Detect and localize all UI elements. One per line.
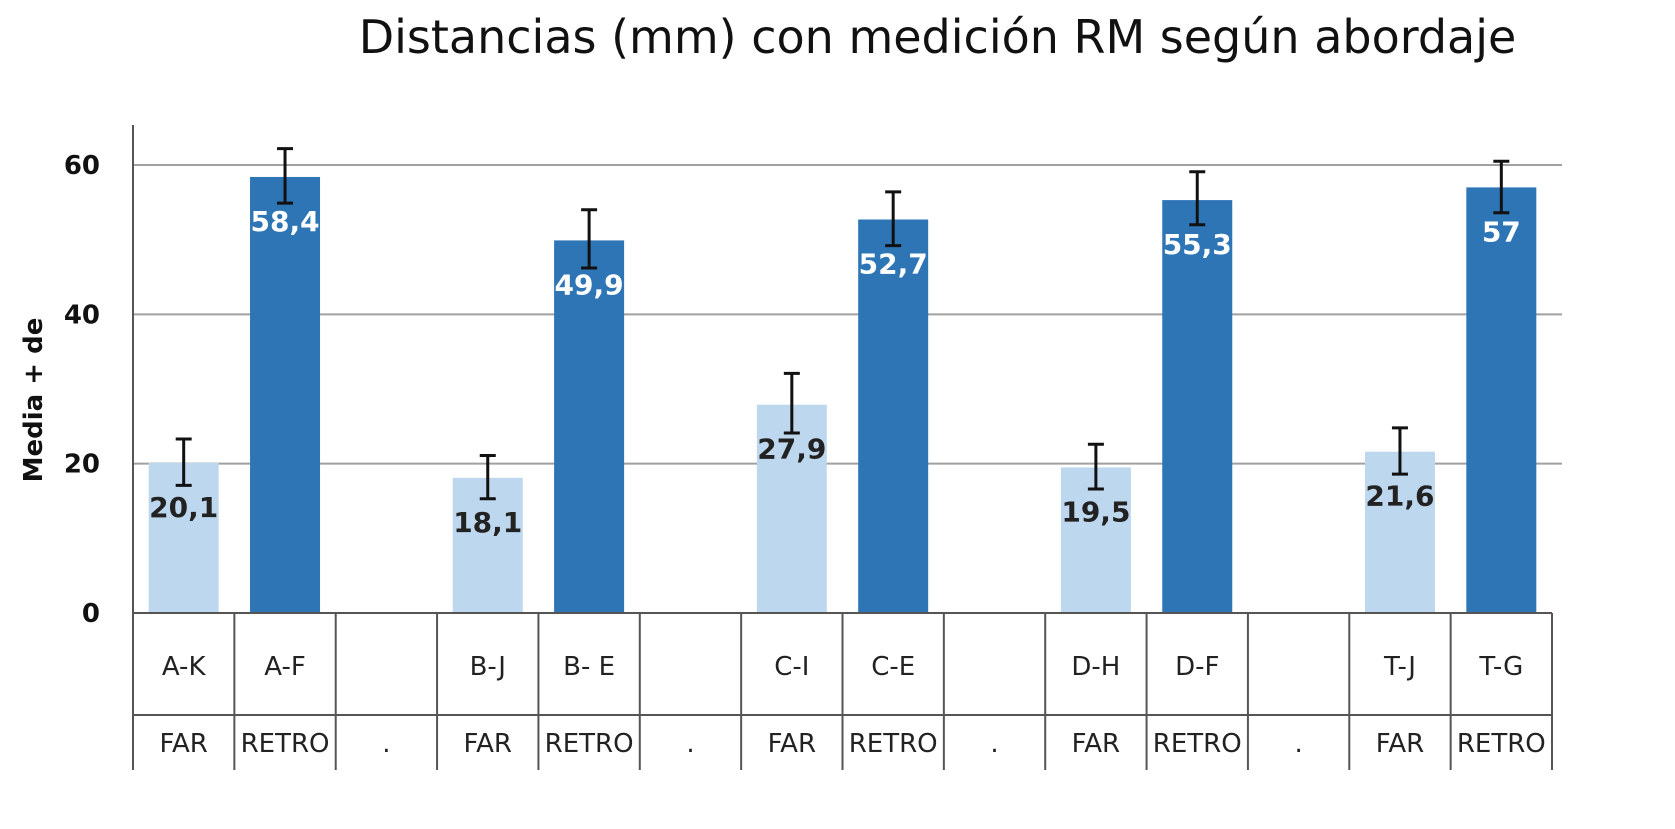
bar <box>1162 200 1233 614</box>
category-label: D-F <box>1175 652 1219 682</box>
group-label: RETRO <box>545 729 634 759</box>
bar <box>554 240 625 613</box>
group-label: RETRO <box>241 729 330 759</box>
chart-title: Distancias (mm) con medición RM según ab… <box>358 10 1517 64</box>
y-tick-label: 40 <box>64 300 100 330</box>
data-label: 20,1 <box>149 491 218 524</box>
category-label: B- E <box>563 652 615 682</box>
bars <box>148 147 1537 614</box>
bar <box>1060 467 1131 613</box>
group-label: . <box>990 729 998 759</box>
group-label: FAR <box>1072 729 1120 759</box>
bar <box>1364 451 1435 613</box>
data-label: 58,4 <box>250 205 319 238</box>
group-label: . <box>1294 729 1302 759</box>
labels: 0 20 40 60 A-K FAR 20,1 A-F RETRO 58,4. B-J FAR 18,1… <box>64 151 1546 759</box>
bar <box>148 462 219 613</box>
group-label: FAR <box>768 729 816 759</box>
y-axis-label: Media + de <box>19 318 49 483</box>
category-label: D-H <box>1071 652 1120 682</box>
group-label: FAR <box>159 729 207 759</box>
bar <box>452 477 523 613</box>
group-label: . <box>382 729 390 759</box>
bar <box>858 219 929 614</box>
category-label: T-J <box>1383 652 1416 682</box>
group-label: RETRO <box>849 729 938 759</box>
data-label: 49,9 <box>555 268 624 301</box>
y-tick-label: 20 <box>64 450 100 480</box>
data-label: 57 <box>1482 215 1521 248</box>
group-label: . <box>686 729 694 759</box>
data-label: 52,7 <box>859 248 928 281</box>
y-tick-label: 0 <box>82 599 100 629</box>
category-label: A-F <box>264 652 306 682</box>
data-label: 55,3 <box>1163 228 1232 261</box>
category-label: C-I <box>774 652 809 682</box>
data-label: 18,1 <box>453 506 522 539</box>
group-label: FAR <box>464 729 512 759</box>
data-label: 19,5 <box>1061 495 1130 528</box>
category-label: T-G <box>1478 652 1523 682</box>
bar <box>250 176 321 614</box>
category-label: C-E <box>871 652 915 682</box>
axes <box>132 125 1553 770</box>
group-label: RETRO <box>1153 729 1242 759</box>
group-label: FAR <box>1376 729 1424 759</box>
gridlines <box>133 164 1562 465</box>
group-label: RETRO <box>1457 729 1546 759</box>
category-label: A-K <box>162 652 207 682</box>
bar <box>1466 187 1537 613</box>
category-label: B-J <box>470 652 506 682</box>
data-label: 21,6 <box>1365 480 1434 513</box>
y-tick-label: 60 <box>64 151 100 181</box>
data-label: 27,9 <box>757 433 826 466</box>
bar <box>756 404 827 613</box>
